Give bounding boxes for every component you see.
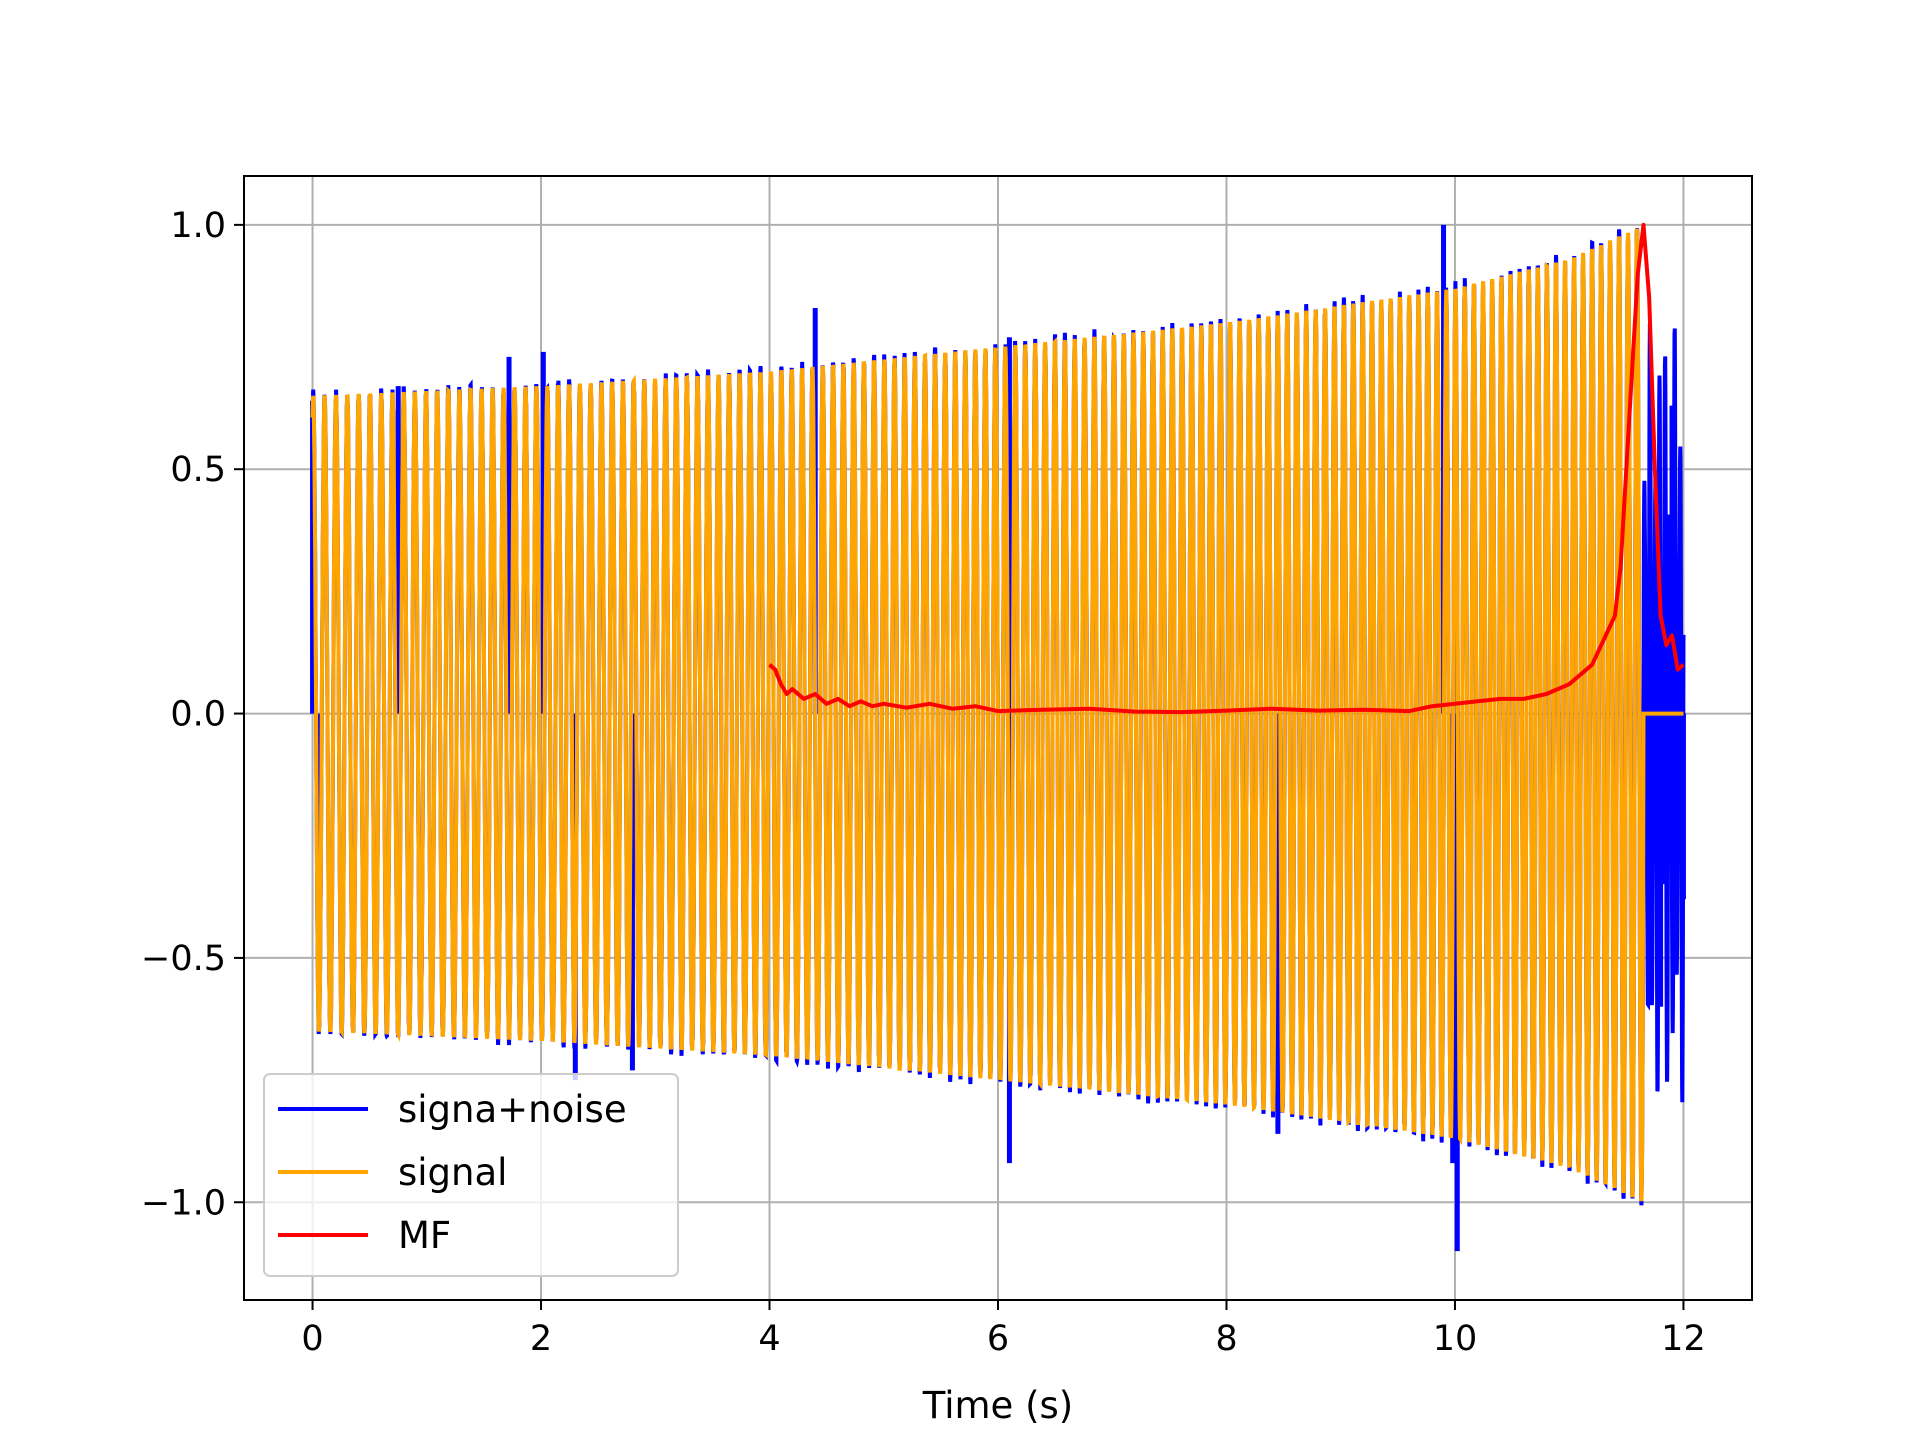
series-layer (310, 222, 1686, 1252)
x-tick-label: 8 (1215, 1319, 1237, 1359)
y-tick-label: 1.0 (170, 206, 226, 246)
x-tick-label: 6 (987, 1319, 1009, 1359)
y-tick-label: 0.0 (170, 695, 226, 735)
legend-label-mf: MF (398, 1214, 451, 1257)
series-line-signal (310, 228, 1684, 1202)
ticks: 0 2 4 6 8 10 12 −1.0 −0.5 0.0 0.5 1.0 (141, 206, 1706, 1359)
x-tick-label: 4 (758, 1319, 780, 1359)
y-tick-label: 0.5 (170, 450, 226, 490)
series-line-mf (768, 222, 1685, 715)
x-tick-label: 2 (530, 1319, 552, 1359)
y-tick-label: −0.5 (141, 939, 226, 979)
legend-box (263, 1073, 679, 1277)
x-tick-label: 12 (1661, 1319, 1706, 1359)
legend-label-signal: signal (398, 1151, 507, 1194)
legend: signa+noise signal MF (263, 1073, 679, 1277)
x-tick-label: 0 (301, 1319, 323, 1359)
legend-label-signal-noise: signa+noise (398, 1088, 627, 1131)
x-tick-label: 10 (1433, 1319, 1478, 1359)
y-tick-label: −1.0 (141, 1183, 226, 1223)
x-axis-label: Time (s) (922, 1384, 1073, 1427)
